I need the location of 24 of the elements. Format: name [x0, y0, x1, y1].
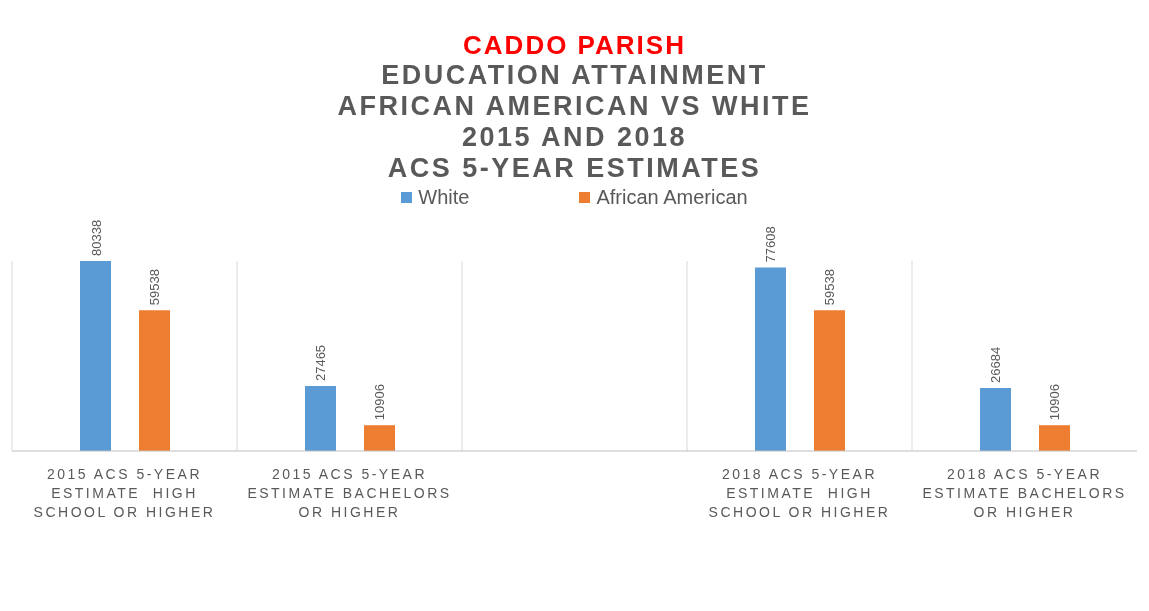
x-tick-label: 2015 ACS 5-YEAR ESTIMATE BACHELORS OR HIGHER — [247, 466, 452, 520]
data-label: 77608 — [763, 226, 779, 263]
bar — [755, 267, 786, 451]
legend-label: White — [417, 186, 470, 209]
data-label: 10906 — [1047, 384, 1063, 421]
bar — [364, 425, 395, 451]
bar — [980, 387, 1011, 451]
data-label: 26684 — [988, 346, 1004, 383]
bar — [305, 386, 336, 451]
bar — [80, 261, 111, 451]
chart-subtitle: EDUCATION ATTAINMENT AFRICAN AMERICAN VS WHITE 2015 AND 2018 ACS 5-YEAR ESTIMATES — [336, 60, 813, 184]
data-label: 59538 — [822, 269, 838, 306]
bar — [814, 310, 845, 451]
legend-label: African American — [595, 186, 748, 209]
x-tick-label: 2018 ACS 5-YEAR ESTIMATE HIGH SCHOOL OR HIGHER — [708, 466, 891, 520]
data-label: 27465 — [313, 344, 329, 382]
chart-title: CADDO PARISH — [462, 30, 687, 60]
x-tick-label: 2018 ACS 5-YEAR ESTIMATE BACHELORS OR HIGHER — [922, 466, 1127, 520]
bar — [139, 310, 170, 451]
data-label: 10906 — [372, 384, 388, 421]
x-tick-label: 2015 ACS 5-YEAR ESTIMATE HIGH SCHOOL OR HIGHER — [33, 466, 216, 520]
data-label: 80338 — [88, 219, 104, 256]
bar — [1039, 425, 1070, 451]
data-label: 59538 — [147, 269, 163, 306]
